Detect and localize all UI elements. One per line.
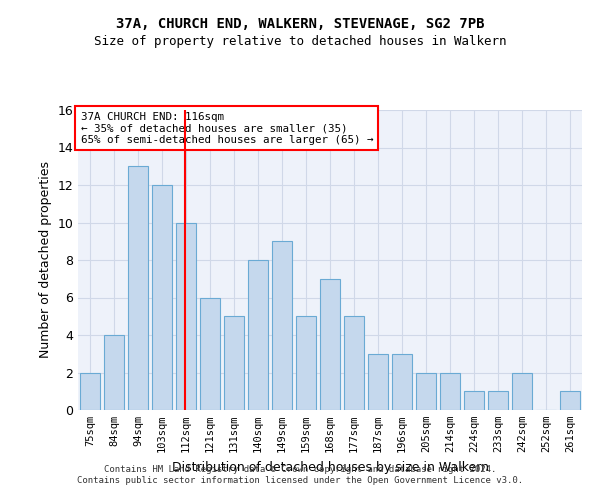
Bar bbox=[296, 316, 316, 410]
Bar bbox=[80, 372, 100, 410]
Bar bbox=[176, 222, 196, 410]
Bar bbox=[392, 354, 412, 410]
Bar bbox=[368, 354, 388, 410]
Bar bbox=[224, 316, 244, 410]
Bar bbox=[272, 242, 292, 410]
Bar bbox=[104, 335, 124, 410]
Text: 37A CHURCH END: 116sqm
← 35% of detached houses are smaller (35)
65% of semi-det: 37A CHURCH END: 116sqm ← 35% of detached… bbox=[80, 112, 373, 144]
X-axis label: Distribution of detached houses by size in Walkern: Distribution of detached houses by size … bbox=[172, 460, 488, 473]
Text: Contains public sector information licensed under the Open Government Licence v3: Contains public sector information licen… bbox=[77, 476, 523, 485]
Bar bbox=[488, 391, 508, 410]
Y-axis label: Number of detached properties: Number of detached properties bbox=[39, 162, 52, 358]
Bar bbox=[464, 391, 484, 410]
Bar bbox=[152, 185, 172, 410]
Bar bbox=[320, 279, 340, 410]
Bar bbox=[416, 372, 436, 410]
Bar bbox=[560, 391, 580, 410]
Bar bbox=[440, 372, 460, 410]
Text: Contains HM Land Registry data © Crown copyright and database right 2024.: Contains HM Land Registry data © Crown c… bbox=[104, 465, 496, 474]
Bar bbox=[512, 372, 532, 410]
Text: 37A, CHURCH END, WALKERN, STEVENAGE, SG2 7PB: 37A, CHURCH END, WALKERN, STEVENAGE, SG2… bbox=[116, 18, 484, 32]
Bar bbox=[248, 260, 268, 410]
Bar bbox=[344, 316, 364, 410]
Bar bbox=[200, 298, 220, 410]
Bar bbox=[128, 166, 148, 410]
Text: Size of property relative to detached houses in Walkern: Size of property relative to detached ho… bbox=[94, 35, 506, 48]
